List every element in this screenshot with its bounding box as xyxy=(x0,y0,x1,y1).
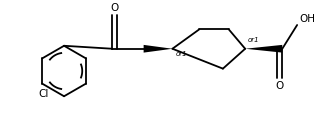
Polygon shape xyxy=(245,45,282,53)
Text: OH: OH xyxy=(299,14,316,24)
Text: or1: or1 xyxy=(176,51,188,57)
Text: O: O xyxy=(276,81,284,91)
Text: Cl: Cl xyxy=(38,89,49,99)
Text: or1: or1 xyxy=(248,37,260,43)
Text: O: O xyxy=(111,3,119,13)
Polygon shape xyxy=(144,45,172,53)
